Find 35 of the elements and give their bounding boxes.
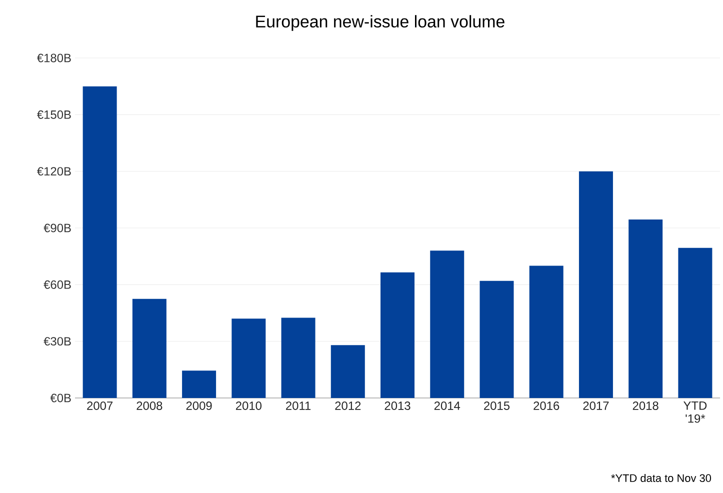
bar [430, 250, 464, 398]
bar [529, 266, 564, 398]
bar [480, 280, 514, 398]
bar [380, 272, 415, 398]
x-tick-label: 2014 [434, 402, 460, 410]
x-tick-label: 2016 [534, 402, 560, 410]
x-tick-label: 2009 [186, 402, 212, 410]
x-tick-label: 2013 [384, 402, 410, 410]
bar [82, 86, 117, 398]
bar [232, 318, 266, 398]
x-tick-label: 2012 [335, 402, 361, 410]
x-tick-label: 2008 [136, 402, 162, 410]
y-tick-label: €30B [44, 337, 71, 346]
chart-title: European new-issue loan volume [256, 15, 504, 31]
bar [281, 318, 316, 398]
y-tick-label: €120B [37, 167, 71, 176]
y-tick-label: €60B [44, 280, 71, 289]
y-tick-label: €150B [37, 110, 71, 119]
y-tick-label: €0B [50, 394, 71, 402]
x-tick-label: 2018 [632, 402, 658, 410]
text: *YTD data to Nov 30 [611, 474, 712, 482]
bar [182, 370, 216, 398]
x-tick-label: 2010 [236, 402, 262, 410]
bar [678, 248, 712, 398]
bar [578, 171, 613, 398]
bar [330, 345, 365, 398]
y-tick-label: €90B [44, 224, 71, 232]
x-tick-label: 2011 [286, 402, 311, 410]
x-tick-label: 2017 [583, 402, 609, 410]
x-tick-label: 2015 [484, 402, 510, 410]
bar [628, 219, 663, 398]
bar [132, 298, 166, 398]
y-tick-label: €180B [37, 54, 71, 62]
x-tick-label: YTD '19* [684, 402, 707, 423]
x-tick-label: 2007 [87, 402, 113, 410]
